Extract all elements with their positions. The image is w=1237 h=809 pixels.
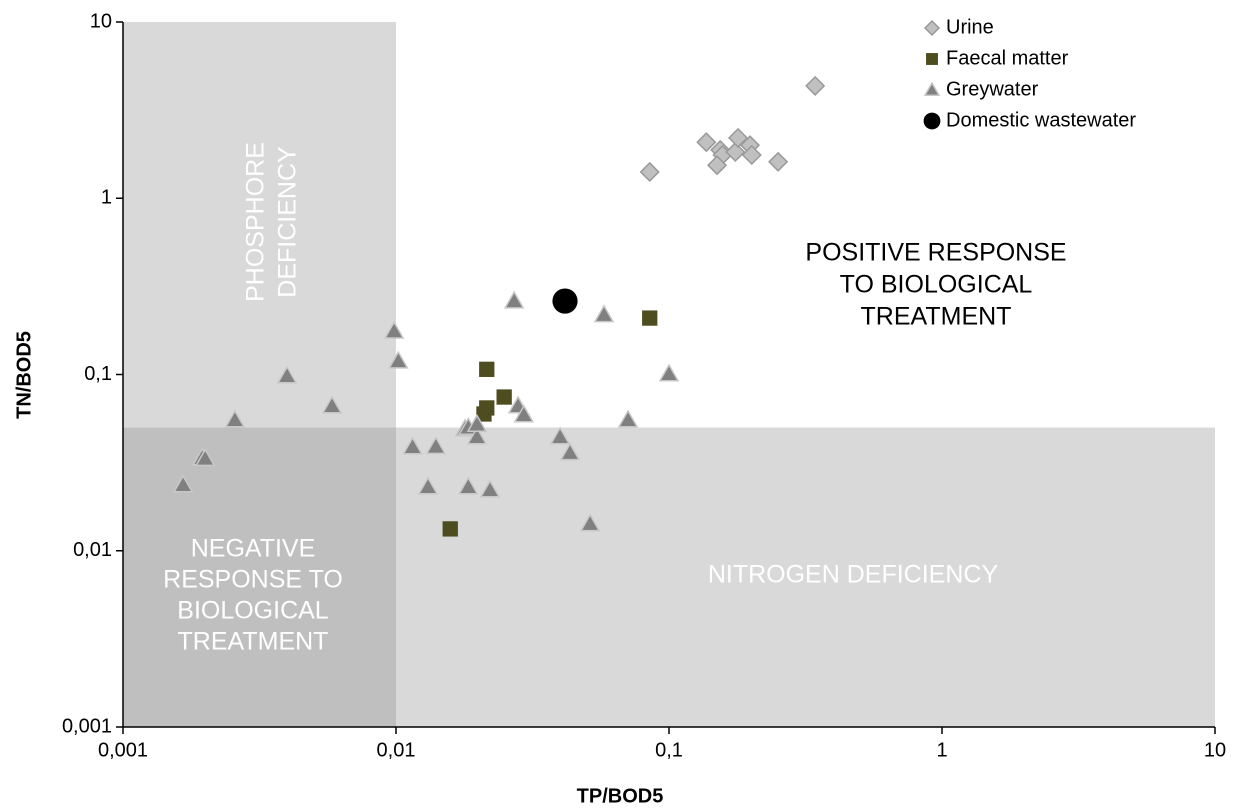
nitrogen-region [396,427,1215,727]
region-label: DEFICIENCY [274,146,302,298]
point [479,361,495,377]
point [579,513,601,532]
region-label: PHOSPHORE [242,142,270,302]
point [725,141,746,163]
region-label: TO BIOLOGICAL [840,271,1033,299]
y-tick-label: 0,001 [62,715,112,737]
point [466,426,488,445]
legend-marker [923,19,941,37]
legend-label: Faecal matter [946,47,1069,69]
point [402,436,423,455]
legend-label: Greywater [946,78,1039,100]
negative-region [123,427,396,727]
point [559,442,581,461]
point [768,151,789,172]
region-label: POSITIVE RESPONSE [805,239,1066,267]
point [321,395,343,414]
region-label: NITROGEN DEFICIENCY [708,561,999,589]
point [496,389,512,405]
point [383,320,405,339]
point [458,476,479,495]
y-tick-label: 10 [90,10,112,32]
point [593,304,615,323]
legend-label: Urine [946,16,994,38]
y-tick-label: 1 [101,187,112,209]
point [639,161,660,183]
point [417,476,439,495]
point [805,75,826,96]
y-axis-label: TN/BOD5 [13,331,35,419]
point [194,448,216,467]
x-tick-label: 0,01 [377,739,416,761]
region-label: RESPONSE TO [163,566,343,594]
point [617,409,639,428]
point [727,127,749,148]
x-tick-label: 0,1 [655,739,683,761]
region-label: BIOLOGICAL [177,597,329,625]
region-label: TREATMENT [178,628,329,656]
legend-marker [926,53,938,65]
phosphore-region [123,22,396,428]
point [696,132,717,153]
point [741,144,762,166]
point [442,521,458,537]
x-tick-label: 0,001 [98,739,148,761]
legend-marker [923,112,941,130]
point [224,409,246,428]
point [479,479,501,498]
y-tick-label: 0,01 [73,539,112,561]
y-tick-label: 0,1 [84,363,112,385]
point [476,406,492,422]
point [552,288,578,314]
point [466,414,488,433]
point [388,350,409,369]
point [707,155,728,176]
point [172,474,194,493]
legend-marker [923,81,941,96]
point [642,310,658,326]
point [503,290,525,309]
point [658,363,680,382]
point [513,404,535,423]
point [549,426,571,445]
legend-label: Domestic wastewater [946,109,1136,131]
point [276,365,298,384]
region-label: TREATMENT [861,303,1012,331]
x-tick-label: 10 [1204,739,1226,761]
x-axis-label: TP/BOD5 [577,785,664,807]
x-tick-label: 1 [936,739,947,761]
point [425,436,447,455]
region-label: NEGATIVE [191,535,316,563]
